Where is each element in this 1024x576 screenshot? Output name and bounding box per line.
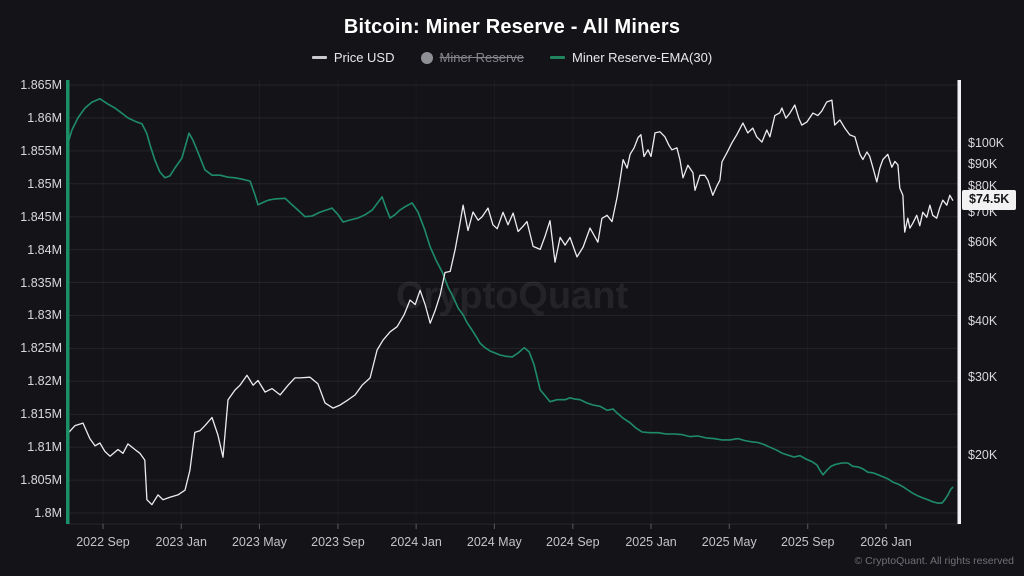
left-axis-tick-label: 1.815M [20,407,62,422]
last-price-badge: $74.5K [962,190,1017,211]
left-axis-tick-label: 1.855M [20,143,62,158]
legend-item-miner-reserve-ema[interactable]: Miner Reserve-EMA(30) [550,50,712,65]
x-axis-tick-label: 2023 Sep [311,535,365,549]
x-axis-tick-label: 2022 Sep [76,535,130,549]
chart-legend: Price USD Miner Reserve Miner Reserve-EM… [0,50,1024,65]
legend-label: Miner Reserve-EMA(30) [572,50,713,65]
legend-item-price-usd[interactable]: Price USD [311,50,395,65]
circle-marker-icon [420,51,433,64]
series-line-price-usd [67,99,954,506]
left-axis-tick-label: 1.85M [27,176,62,191]
left-axis-tick-label: 1.865M [20,78,62,92]
left-axis-tick-label: 1.845M [20,209,62,224]
line-marker-icon [311,56,327,59]
x-axis-tick-label: 2024 Sep [546,535,600,549]
x-axis-tick-label: 2025 Jan [625,535,677,549]
x-axis-tick-label: 2026 Jan [860,535,912,549]
right-axis-tick-label: $20K [968,448,998,463]
copyright-text: © CryptoQuant. All rights reserved [854,555,1014,567]
left-axis-tick-label: 1.835M [20,275,62,290]
right-axis-tick-label: $40K [968,313,998,328]
chart-title: Bitcoin: Miner Reserve - All Miners [343,16,681,38]
left-axis-bar [66,80,70,524]
right-axis-tick-label: $60K [968,235,998,250]
legend-label: Price USD [333,50,395,65]
x-axis-tick-label: 2025 Sep [780,535,835,549]
right-axis-tick-label: $30K [968,369,998,384]
left-axis-tick-label: 1.86M [27,110,62,125]
x-axis-tick-label: 2024 Jan [390,535,442,549]
line-marker-icon [550,56,566,59]
right-axis-tick-label: $100K [968,136,1005,151]
x-axis-tick-label: 2023 Jan [155,535,207,549]
watermark-text: CryptoQuant [396,275,629,317]
right-axis-bar [957,80,961,524]
left-axis-tick-label: 1.83M [27,308,62,323]
right-axis-tick-label: $90K [968,156,998,171]
left-axis-tick-label: 1.84M [27,242,62,257]
left-axis-tick-label: 1.825M [20,341,62,356]
x-axis-tick-label: 2023 May [231,535,287,549]
legend-label: Miner Reserve [439,50,525,65]
right-axis-tick-label: $80K [968,179,998,194]
x-axis-tick-label: 2024 May [466,535,522,549]
right-axis-tick-label: $50K [968,270,998,285]
series-line-miner-reserve-ema-30- [67,98,954,504]
left-axis-tick-label: 1.8M [34,506,62,520]
left-axis-tick-label: 1.81M [27,440,62,455]
legend-item-miner-reserve[interactable]: Miner Reserve [420,50,525,65]
left-axis-tick-label: 1.805M [20,473,62,488]
x-axis-tick-label: 2025 May [701,535,757,549]
left-axis-tick-label: 1.82M [27,374,62,389]
